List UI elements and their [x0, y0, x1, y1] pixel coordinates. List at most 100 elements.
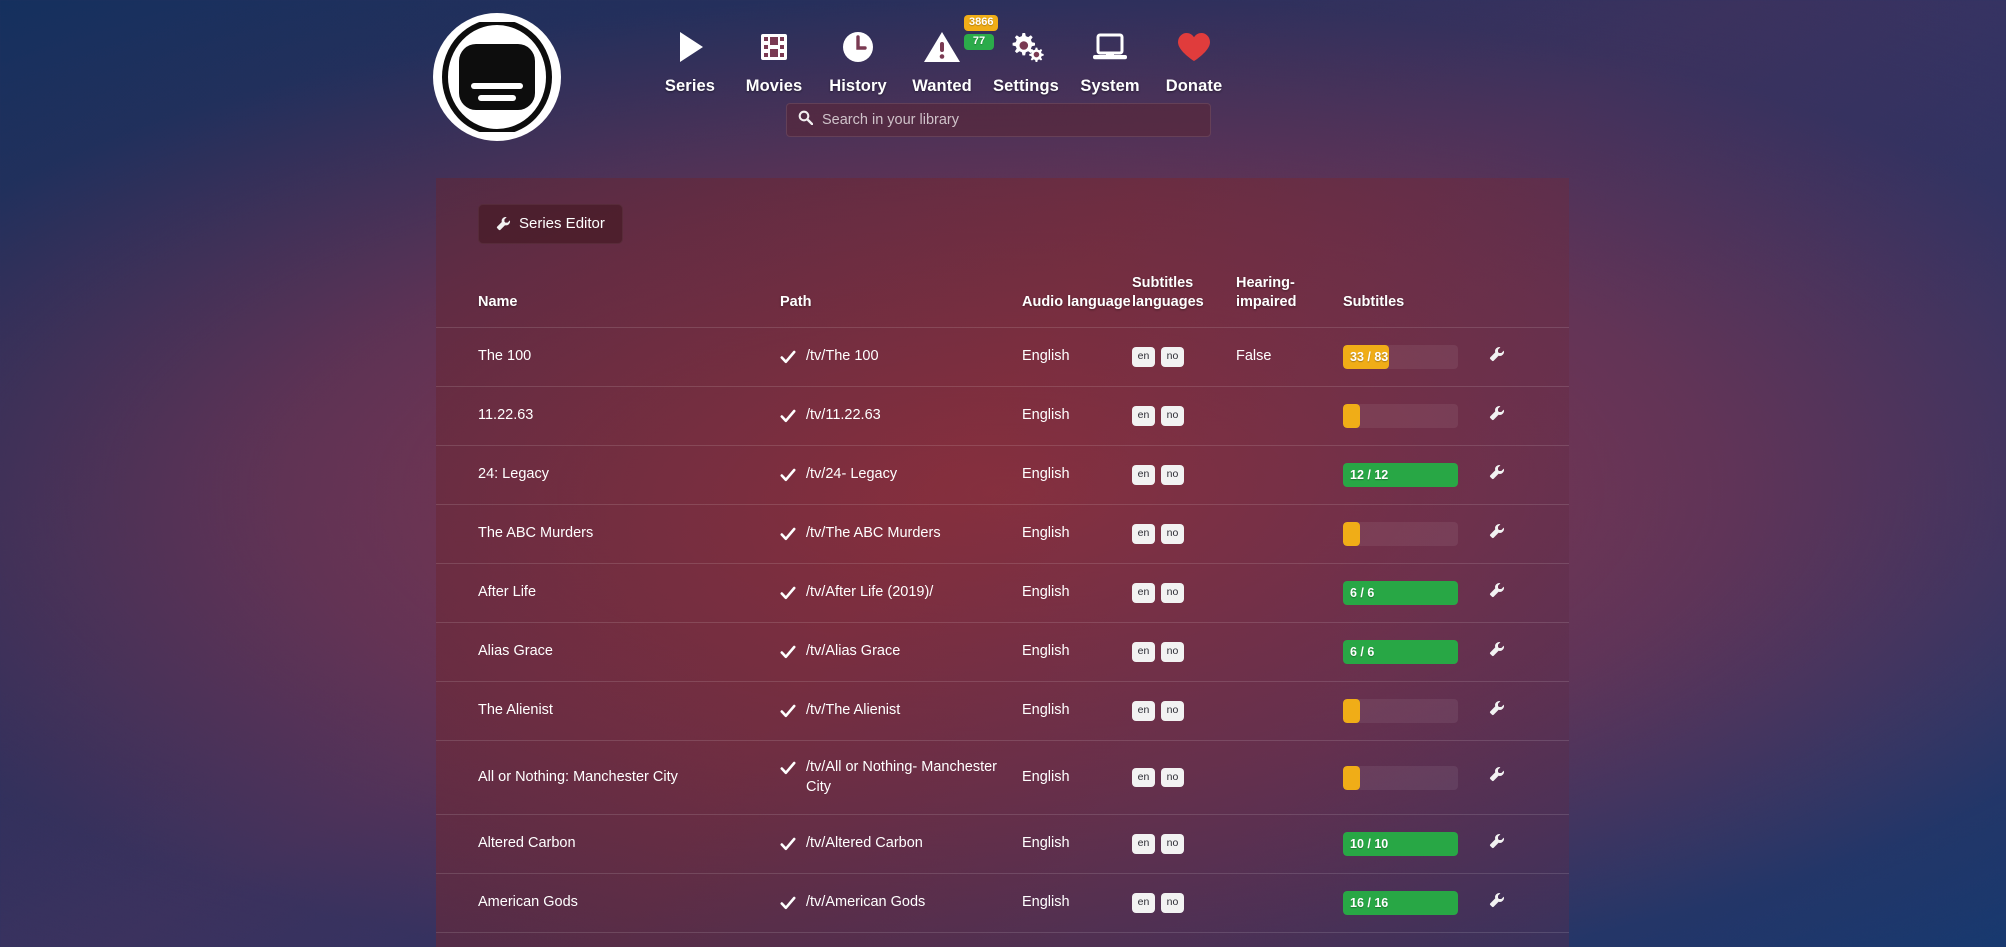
nav-item-movies[interactable]: Movies	[732, 18, 816, 96]
subtitles-progress-bar: 33 / 83	[1343, 345, 1458, 370]
nav-item-system[interactable]: System	[1068, 18, 1152, 96]
cell-series-name[interactable]: 24: Legacy	[436, 445, 780, 505]
row-edit-wrench-button[interactable]	[1489, 892, 1505, 908]
col-header-hearing-impaired[interactable]: Hearing-impaired	[1236, 275, 1297, 310]
col-header-subtitles[interactable]: Subtitles	[1343, 293, 1405, 310]
language-badge-no[interactable]: no	[1161, 834, 1184, 854]
cell-series-name[interactable]: The Alienist	[436, 681, 780, 741]
language-badge-en[interactable]: en	[1132, 767, 1155, 788]
col-header-actions	[1489, 274, 1569, 328]
row-edit-wrench-button[interactable]	[1489, 766, 1505, 782]
path-text: /tv/Altered Carbon	[806, 835, 923, 852]
cell-series-path: /tv/The ABC Murders	[780, 504, 1022, 564]
row-edit-wrench-button[interactable]	[1489, 405, 1505, 421]
col-header-name[interactable]: Name	[478, 293, 518, 310]
language-badge-en[interactable]: en	[1132, 524, 1155, 544]
series-editor-label: Series Editor	[519, 215, 605, 232]
cell-actions	[1489, 504, 1569, 564]
table-row[interactable]: American Gods/tv/American Gods English en n…	[436, 873, 1569, 933]
cell-series-name[interactable]: Alias Grace	[436, 622, 780, 682]
language-badge-no[interactable]: no	[1161, 701, 1184, 721]
language-badge-no[interactable]: no	[1161, 642, 1184, 662]
nav-item-series[interactable]: Series	[648, 18, 732, 96]
table-row[interactable]: Altered Carbon/tv/Altered Carbon English e…	[436, 814, 1569, 874]
progress-label: 33 / 83	[1350, 349, 1389, 364]
language-badge-en[interactable]: en	[1132, 347, 1155, 367]
search-input[interactable]	[822, 112, 1199, 128]
language-badge-en[interactable]: en	[1132, 406, 1155, 426]
cell-series-name[interactable]: The Americans (2013)	[436, 932, 780, 947]
search-box[interactable]	[786, 103, 1211, 137]
progress-fill	[1343, 891, 1458, 916]
cell-series-name[interactable]: American Gods	[436, 873, 780, 933]
progress-label: 16 / 16	[1350, 895, 1389, 910]
table-row[interactable]: All or Nothing: Manchester City/tv/All o…	[436, 740, 1569, 815]
col-header-path[interactable]: Path	[780, 293, 812, 310]
row-edit-wrench-button[interactable]	[1489, 700, 1505, 716]
col-header-audio-language[interactable]: Audio language	[1022, 293, 1131, 310]
row-edit-wrench-button[interactable]	[1489, 464, 1505, 480]
cell-audio-language: English	[1022, 932, 1132, 947]
cell-series-name[interactable]: All or Nothing: Manchester City	[436, 740, 780, 815]
row-edit-wrench-button[interactable]	[1489, 833, 1505, 849]
cell-series-name[interactable]: The ABC Murders	[436, 504, 780, 564]
cell-hearing-impaired	[1236, 932, 1343, 947]
cogs-icon	[1007, 26, 1045, 68]
cell-series-name[interactable]: Altered Carbon	[436, 814, 780, 874]
subtitles-progress-bar: 10 / 10	[1343, 832, 1458, 857]
language-badge-no[interactable]: no	[1161, 406, 1184, 426]
language-badge-no[interactable]: no	[1161, 347, 1184, 367]
cell-series-name[interactable]: 11.22.63	[436, 386, 780, 446]
series-editor-button[interactable]: Series Editor	[478, 204, 623, 244]
cell-actions	[1489, 814, 1569, 874]
table-row[interactable]: 11.22.63/tv/11.22.63 English en no	[436, 386, 1569, 446]
path-text: /tv/24- Legacy	[806, 466, 898, 483]
badge-wanted-today: 77	[964, 34, 994, 50]
cell-series-name[interactable]: After Life	[436, 563, 780, 623]
row-edit-wrench-button[interactable]	[1489, 641, 1505, 657]
check-icon	[780, 703, 796, 719]
progress-label: 10 / 10	[1350, 836, 1389, 851]
app-logo[interactable]	[433, 13, 561, 141]
language-badge-en[interactable]: en	[1132, 583, 1155, 603]
nav-item-donate[interactable]: Donate	[1152, 18, 1236, 96]
language-badge-en[interactable]: en	[1132, 642, 1155, 662]
series-panel: Series Editor Name Path Audio language S…	[436, 178, 1569, 947]
progress-label: 6 / 6	[1350, 585, 1375, 600]
progress-fill	[1343, 522, 1361, 547]
language-badge-en[interactable]: en	[1132, 893, 1155, 913]
path-text: /tv/All or Nothing- Manchester City	[806, 759, 997, 795]
table-row[interactable]: The Alienist/tv/The Alienist English en no	[436, 681, 1569, 741]
nav-item-history[interactable]: History	[816, 18, 900, 96]
nav-item-settings[interactable]: Settings	[984, 18, 1068, 96]
progress-fill	[1343, 699, 1361, 724]
cell-subtitles-progress	[1343, 504, 1489, 564]
progress-fill	[1343, 345, 1389, 370]
cell-subtitles-progress	[1343, 386, 1489, 446]
nav-item-wanted[interactable]: 3866 77 Wanted	[900, 15, 999, 96]
cell-series-name[interactable]: The 100	[436, 327, 780, 387]
row-edit-wrench-button[interactable]	[1489, 346, 1505, 362]
table-row[interactable]: The ABC Murders/tv/The ABC Murders Englis…	[436, 504, 1569, 564]
table-row[interactable]: After Life/tv/After Life (2019)/ English e…	[436, 563, 1569, 623]
cell-subtitles-progress: 12 / 12	[1343, 445, 1489, 505]
table-row[interactable]: The 100/tv/The 100 English en no False 33 / 8…	[436, 327, 1569, 387]
col-header-subtitles-languages[interactable]: Subtitles languages	[1132, 275, 1204, 310]
language-badge-no[interactable]: no	[1161, 583, 1184, 603]
table-row[interactable]: The Americans (2013)/tv/The Americans (2…	[436, 932, 1569, 947]
language-badge-en[interactable]: en	[1132, 701, 1155, 721]
language-badge-no[interactable]: no	[1161, 893, 1184, 913]
language-badge-no[interactable]: no	[1161, 465, 1184, 485]
language-badge-en[interactable]: en	[1132, 465, 1155, 485]
language-badge-en[interactable]: en	[1132, 834, 1155, 854]
table-row[interactable]: Alias Grace/tv/Alias Grace English en no 6 /…	[436, 622, 1569, 682]
language-badge-no[interactable]: no	[1161, 524, 1184, 544]
row-edit-wrench-button[interactable]	[1489, 523, 1505, 539]
cell-audio-language: English	[1022, 873, 1132, 933]
language-badge-no[interactable]: no	[1161, 767, 1184, 788]
table-row[interactable]: 24: Legacy/tv/24- Legacy English en no 12 / …	[436, 445, 1569, 505]
row-edit-wrench-button[interactable]	[1489, 582, 1505, 598]
